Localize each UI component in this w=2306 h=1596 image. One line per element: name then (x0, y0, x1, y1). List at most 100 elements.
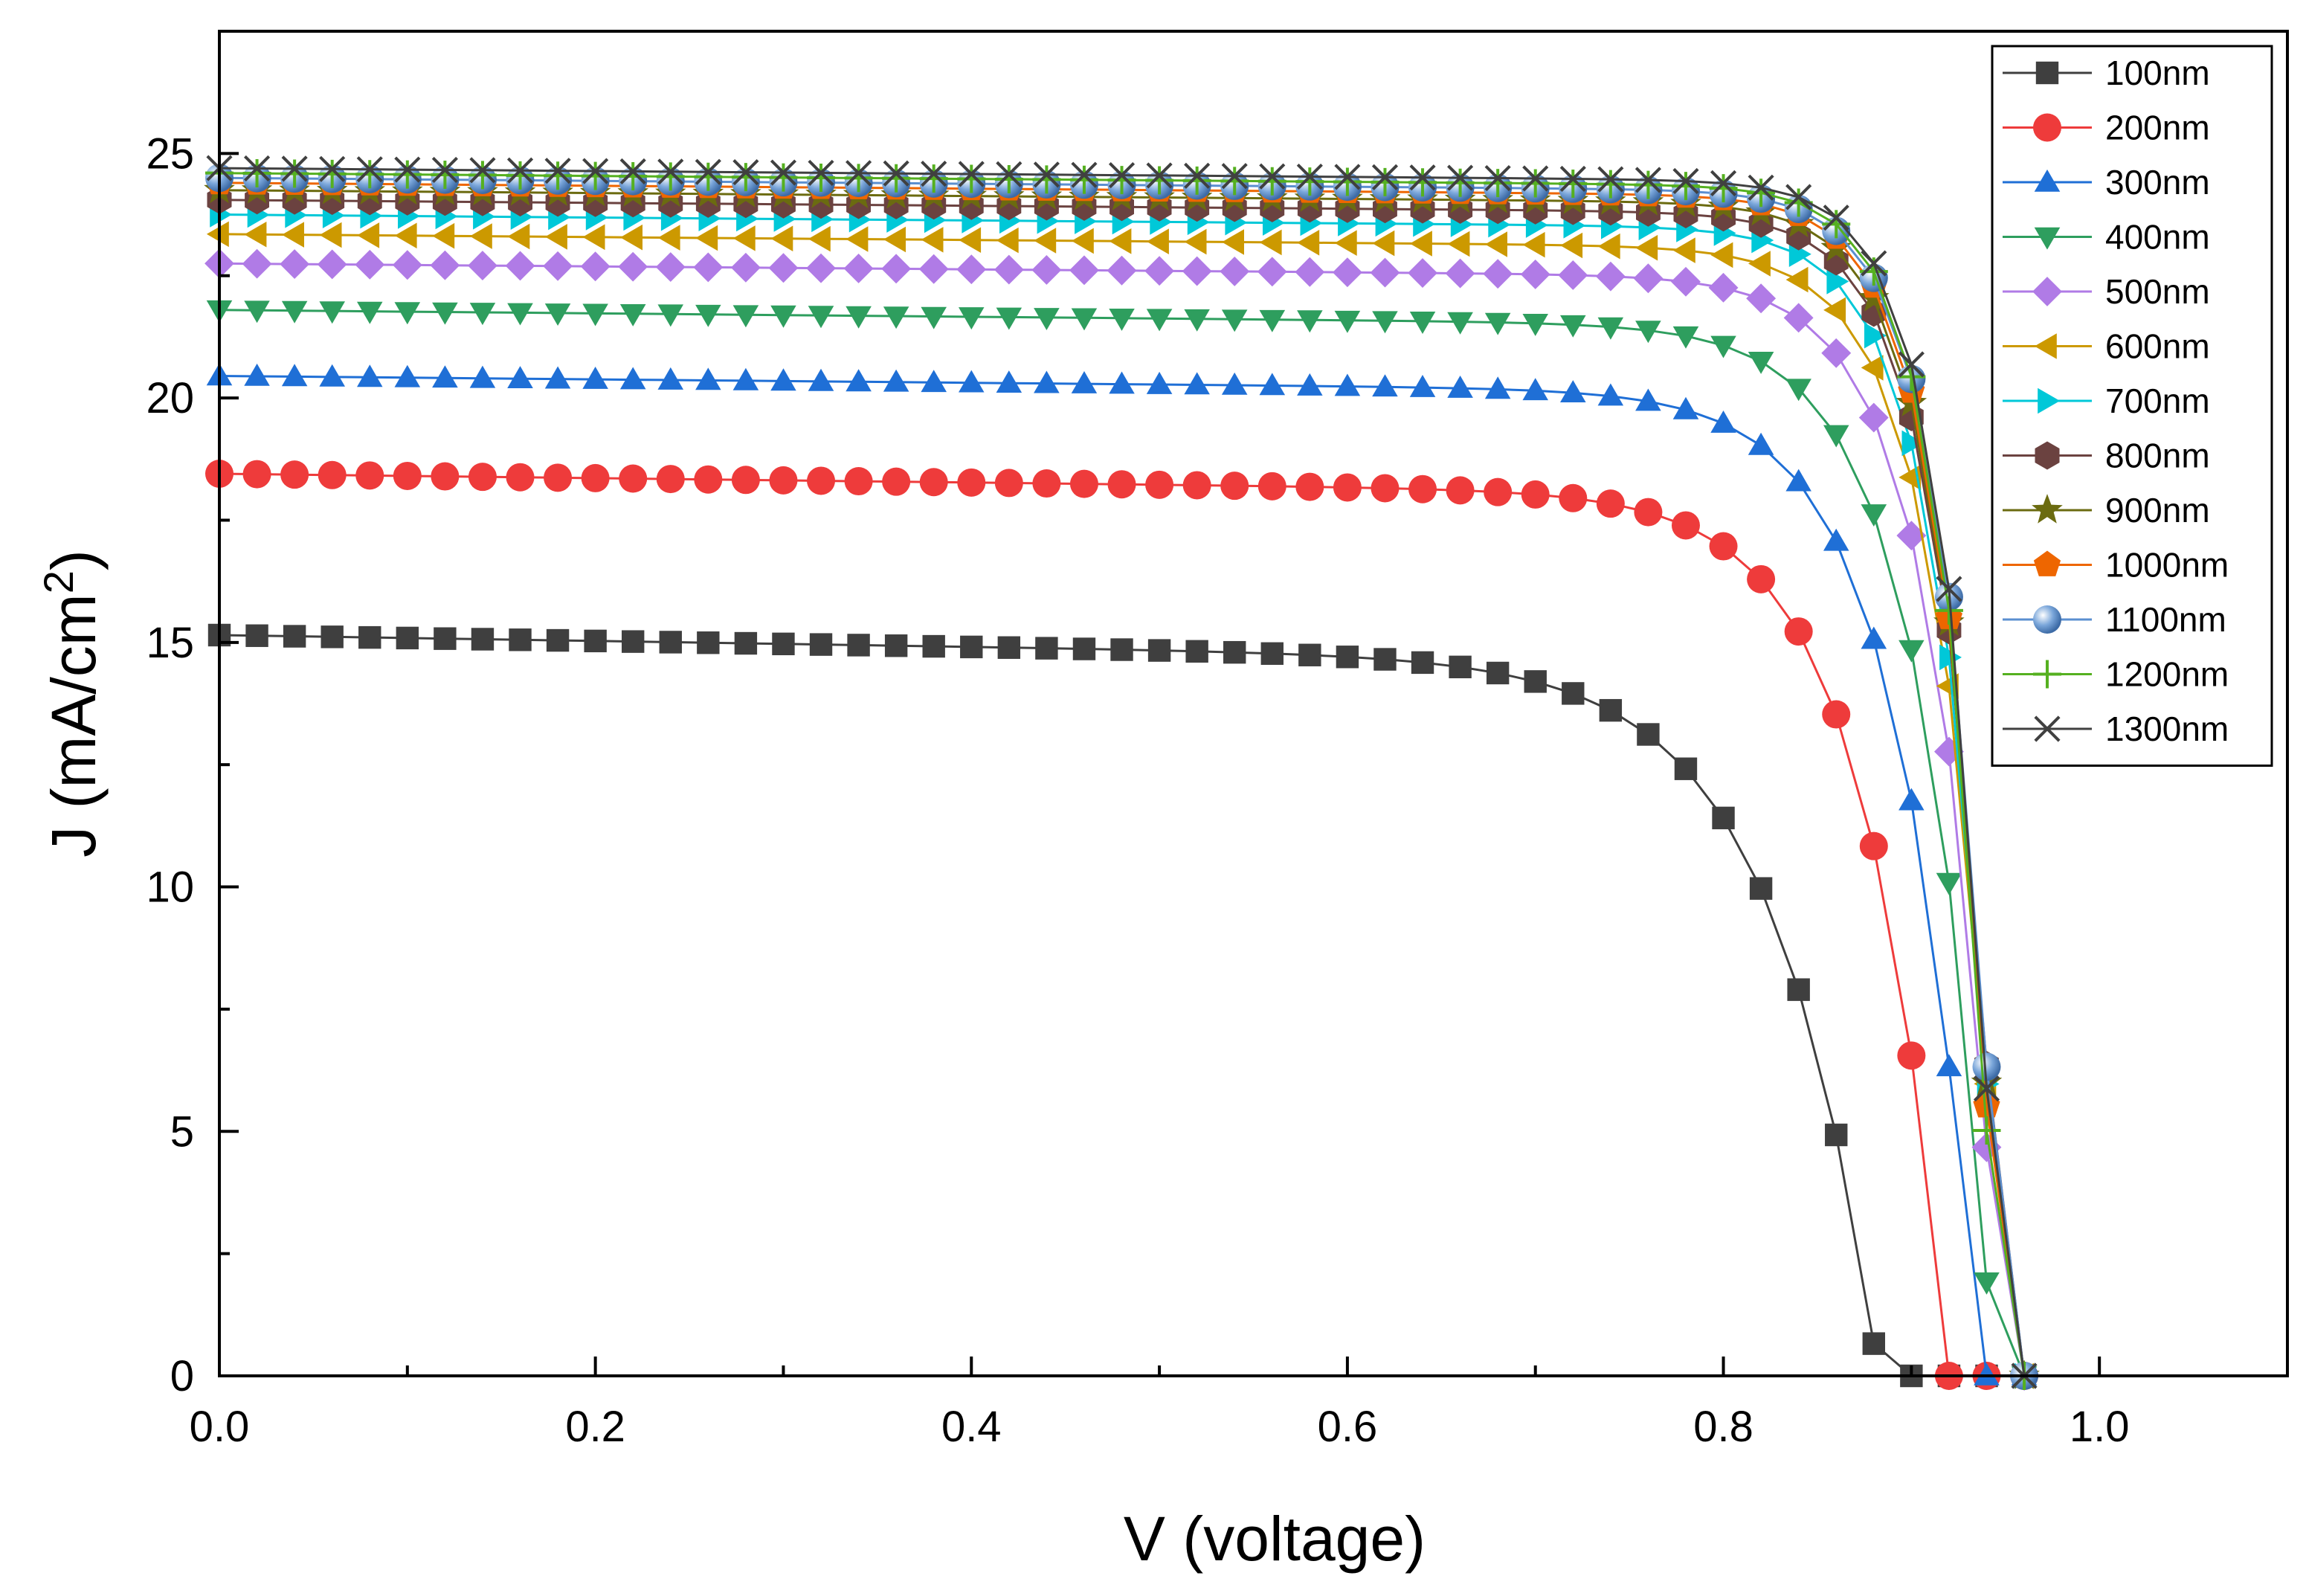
data-point (431, 161, 460, 190)
data-point (1710, 170, 1737, 196)
data-point (1484, 376, 1511, 399)
series-200nm (205, 459, 2039, 1390)
data-point (1447, 312, 1473, 335)
data-point (392, 250, 422, 280)
data-point (1295, 257, 1325, 287)
data-point (1221, 372, 1248, 395)
data-point (655, 252, 686, 282)
data-point (580, 251, 611, 282)
data-point (393, 160, 422, 189)
data-point (431, 156, 458, 184)
x-tick-label: 0.0 (190, 1403, 250, 1451)
y-axis-title-superscript: 2 (35, 570, 82, 593)
data-point (656, 465, 685, 494)
data-point (1371, 474, 1400, 503)
data-point (1787, 978, 1810, 1001)
data-point (844, 164, 873, 193)
data-point (847, 634, 870, 657)
data-point (809, 633, 833, 656)
data-point (1034, 308, 1060, 330)
data-point (1974, 1362, 2000, 1386)
data-point (280, 249, 310, 279)
data-point (581, 463, 610, 492)
data-point (355, 249, 385, 280)
data-point (471, 628, 495, 651)
data-point (1033, 161, 1060, 188)
legend-label: 1000nm (2105, 546, 2229, 585)
data-point (317, 249, 347, 280)
data-point (1259, 373, 1286, 396)
data-point (1823, 425, 1849, 448)
legend-item: 1300nm (2003, 709, 2229, 748)
data-point (1901, 430, 1925, 457)
data-point (1672, 237, 1695, 263)
data-point (1446, 476, 1475, 505)
data-point (769, 163, 798, 192)
data-point (281, 155, 308, 182)
data-point (1973, 1075, 2000, 1102)
legend-marker (2033, 660, 2061, 689)
data-point (620, 224, 642, 251)
data-point (1936, 576, 1962, 602)
data-point (1897, 1041, 1926, 1070)
data-point (1445, 258, 1475, 289)
data-point (1069, 469, 1098, 498)
data-point (657, 304, 683, 327)
data-point (1409, 231, 1432, 257)
data-point (1672, 326, 1699, 349)
data-point (1334, 230, 1357, 256)
data-point (1484, 164, 1511, 192)
data-point (318, 159, 347, 188)
data-point (1597, 166, 1624, 193)
data-point (469, 365, 496, 388)
data-point (807, 466, 836, 495)
data-point (582, 303, 608, 326)
data-point (1936, 1054, 1962, 1077)
data-point (1334, 310, 1361, 333)
data-point (1859, 831, 1888, 860)
data-point (431, 462, 460, 491)
data-point (1259, 309, 1286, 332)
data-point (394, 156, 421, 183)
data-point (242, 159, 271, 188)
data-point (280, 159, 309, 188)
data-point (1783, 303, 1814, 333)
data-point (468, 161, 497, 190)
legend-marker (2033, 113, 2061, 142)
data-point (1748, 352, 1774, 374)
legend-item: 1100nm (2003, 600, 2226, 639)
data-point (1559, 170, 1588, 199)
x-tick-label: 0.4 (941, 1403, 1002, 1451)
data-point (1109, 228, 1132, 254)
data-point (1071, 228, 1094, 254)
data-point (1560, 232, 1583, 259)
data-point (543, 251, 573, 281)
data-point (882, 164, 911, 193)
data-point (1559, 483, 1588, 512)
data-point (1635, 321, 1661, 344)
data-point (1972, 1052, 2001, 1081)
data-point (1333, 257, 1362, 288)
legend-item: 700nm (2003, 382, 2210, 420)
legend-marker (2035, 61, 2059, 85)
data-point (1823, 205, 1849, 231)
data-point (994, 469, 1023, 498)
data-point (996, 227, 1019, 254)
data-point (1184, 309, 1210, 332)
axis-layer: 0.0 0.2 0.4 0.6 0.8 1.0 0 5 10 15 20 25 (146, 30, 2289, 1451)
data-point (1522, 378, 1548, 401)
data-point (1069, 165, 1098, 194)
data-point (507, 366, 533, 388)
data-point (506, 161, 535, 190)
data-point (1785, 469, 1811, 492)
data-point (244, 363, 270, 386)
data-point (1110, 638, 1133, 661)
data-point (770, 225, 793, 251)
data-point (1182, 166, 1211, 195)
data-point (1221, 163, 1248, 190)
data-point (1520, 260, 1550, 289)
data-point (808, 368, 834, 391)
data-point (806, 253, 836, 283)
data-point (1596, 489, 1625, 518)
data-point (1333, 167, 1362, 196)
